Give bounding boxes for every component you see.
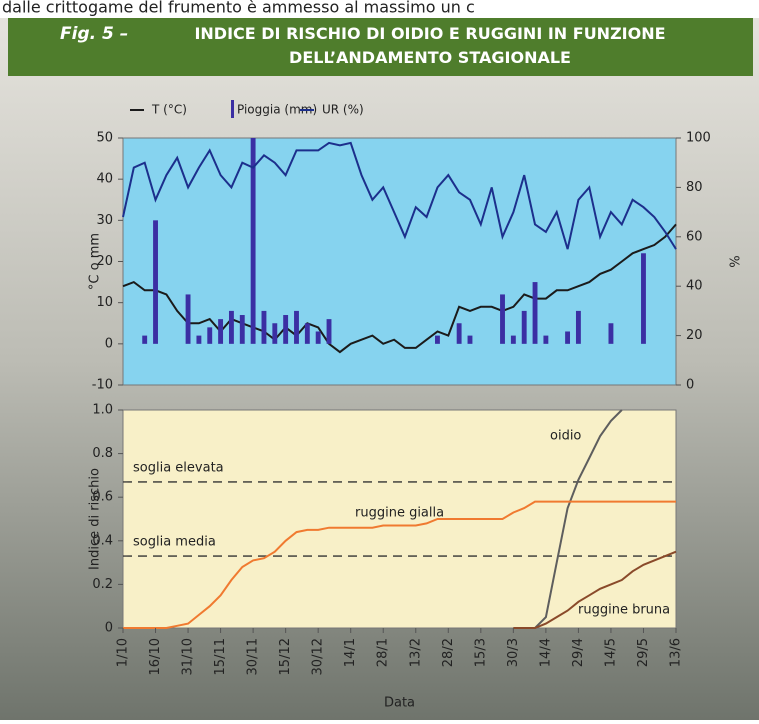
rain-bar [142, 336, 147, 344]
plot-area [123, 138, 676, 385]
rain-bar [262, 311, 267, 344]
rain-bar [533, 282, 538, 344]
legend-label: UR (%) [322, 103, 364, 117]
y2-tick-label: 100 [686, 131, 711, 146]
y-tick-label: 40 [96, 172, 113, 187]
x-tick-label: 14/1 [343, 638, 358, 667]
threshold-label: soglia elevata [133, 460, 224, 475]
x-tick-label: 15/3 [473, 638, 488, 667]
y2-tick-label: 0 [686, 378, 694, 393]
x-tick-label: 1/10 [116, 638, 131, 667]
rain-bar [283, 315, 288, 344]
y-tick-label: 0.8 [92, 446, 113, 461]
rain-bar [207, 327, 212, 343]
x-tick-label: 31/10 [181, 638, 196, 675]
rain-bar [186, 294, 191, 343]
y-tick-label: 10 [96, 295, 113, 310]
y2-axis-label: % [726, 255, 741, 267]
y-tick-label: -10 [92, 378, 113, 393]
rain-bar [153, 220, 158, 343]
page: dalle crittogame del frumento è ammesso … [0, 0, 759, 720]
y-axis-label: °C o mm [88, 233, 103, 290]
x-tick-label: 30/12 [311, 638, 326, 675]
rain-bar [522, 311, 527, 344]
y2-tick-label: 40 [686, 279, 703, 294]
rain-bar [272, 323, 277, 344]
rain-bar [435, 336, 440, 344]
y-axis-label: Indice di rischio [88, 468, 103, 570]
x-tick-label: 28/2 [441, 638, 456, 667]
y-tick-label: 50 [96, 131, 113, 146]
x-tick-label: 13/2 [408, 638, 423, 667]
series-label: oidio [550, 429, 581, 444]
x-tick-label: 29/5 [636, 638, 651, 667]
series-label: ruggine bruna [578, 603, 670, 618]
x-tick-label: 14/4 [538, 638, 553, 667]
y-tick-label: 0.2 [92, 577, 113, 592]
rain-bar [457, 323, 462, 344]
x-tick-label: 29/4 [571, 638, 586, 667]
y2-tick-label: 80 [686, 180, 703, 195]
rain-bar [316, 331, 321, 343]
rain-bar [576, 311, 581, 344]
rain-bar [641, 253, 646, 344]
x-tick-label: 15/12 [278, 638, 293, 675]
rain-bar [327, 319, 332, 344]
title-box: INDICE DI RISCHIO DI OIDIO E RUGGINI IN … [130, 22, 730, 74]
y-tick-label: 30 [96, 213, 113, 228]
rain-bar [294, 311, 299, 344]
fig-label: Fig. 5 – [60, 24, 128, 44]
x-tick-label: 15/11 [213, 638, 228, 675]
rain-bar [543, 336, 548, 344]
rain-bar [565, 331, 570, 343]
y-tick-label: 1.0 [92, 403, 113, 418]
rain-bar [240, 315, 245, 344]
rain-bar [500, 294, 505, 343]
x-tick-label: 30/3 [506, 638, 521, 667]
chart: dalle crittogame del frumento è ammesso … [0, 0, 759, 720]
legend-label: T (°C) [151, 103, 187, 117]
y-tick-label: 0 [105, 336, 113, 351]
rain-bar [609, 323, 614, 344]
rain-bar [196, 336, 201, 344]
x-axis-label: Data [384, 696, 415, 711]
y-tick-label: 0 [105, 621, 113, 636]
threshold-label: soglia media [133, 535, 216, 550]
rain-bar [229, 311, 234, 344]
rain-bar [305, 323, 310, 344]
rain-bar [251, 138, 256, 344]
page-text: dalle crittogame del frumento è ammesso … [2, 0, 475, 17]
legend-swatch [231, 100, 234, 118]
x-tick-label: 16/10 [148, 638, 163, 675]
y2-tick-label: 20 [686, 328, 703, 343]
rain-bar [468, 336, 473, 344]
x-tick-label: 28/1 [376, 638, 391, 667]
x-tick-label: 13/6 [669, 638, 684, 667]
chart-title: INDICE DI RISCHIO DI OIDIO E RUGGINI IN … [130, 22, 730, 70]
rain-bar [511, 336, 516, 344]
y2-tick-label: 60 [686, 229, 703, 244]
x-tick-label: 14/5 [603, 638, 618, 667]
rain-bar [218, 319, 223, 344]
series-label: ruggine gialla [355, 506, 444, 521]
x-tick-label: 30/11 [246, 638, 261, 675]
